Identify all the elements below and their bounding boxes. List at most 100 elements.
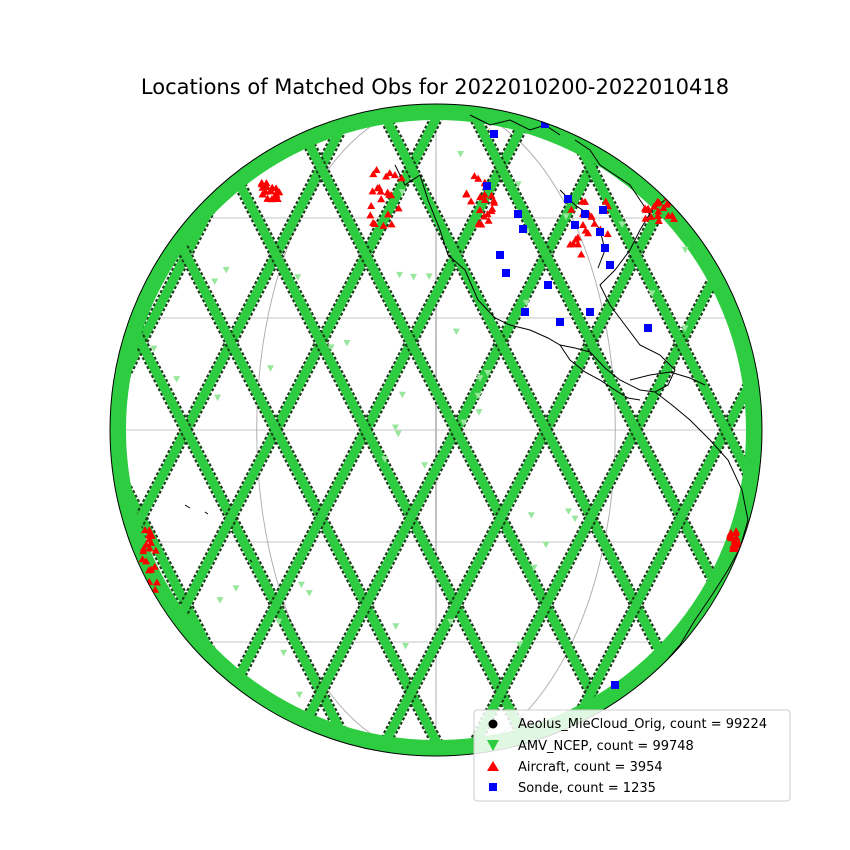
sonde-point <box>644 324 652 332</box>
amv-track <box>0 80 96 780</box>
aircraft-marker-icon <box>487 761 499 771</box>
aircraft-point <box>581 197 590 205</box>
amv-point <box>150 345 158 353</box>
sonde-point <box>581 210 589 218</box>
aircraft-point <box>394 204 403 212</box>
caribbean-coast <box>629 371 706 386</box>
amv-point <box>391 424 399 432</box>
legend: Aeolus_MieCloud_Orig, count = 99224 AMV_… <box>473 709 791 802</box>
amv-point <box>381 456 389 463</box>
globe <box>0 80 763 780</box>
aircraft-point <box>379 221 388 229</box>
amv-point <box>474 392 482 400</box>
aircraft-point <box>397 174 406 182</box>
sonde-point <box>496 251 504 259</box>
legend-item-amv: AMV_NCEP, count = 99748 <box>487 739 694 754</box>
aircraft-point <box>390 171 399 179</box>
aircraft-point <box>372 166 381 174</box>
aircraft-point <box>641 205 650 213</box>
aircraft-point <box>647 212 656 220</box>
aircraft-point <box>462 190 471 198</box>
sonde-point <box>519 225 527 233</box>
sonde-point <box>606 261 614 269</box>
amv-point <box>452 328 460 336</box>
aircraft-point <box>147 531 156 539</box>
aircraft-point <box>480 195 489 203</box>
aircraft-point <box>730 536 739 544</box>
amv-point <box>266 365 274 372</box>
amv-point <box>295 691 303 699</box>
amv-point <box>475 409 483 416</box>
legend-label-amv: AMV_NCEP, count = 99748 <box>518 739 694 754</box>
aircraft-point <box>729 540 738 548</box>
aircraft-point <box>144 566 153 574</box>
aircraft-point <box>653 212 662 220</box>
aircraft-point <box>387 220 396 228</box>
aircraft-point <box>268 183 277 191</box>
aircraft-point <box>370 219 379 227</box>
aircraft-point <box>584 229 593 237</box>
sonde-point <box>544 281 552 289</box>
aircraft-point <box>257 178 266 186</box>
amv-point <box>522 299 530 307</box>
amv-point <box>460 419 468 427</box>
amv-point <box>447 618 455 626</box>
amv-point <box>222 266 230 274</box>
amv-point <box>297 581 305 589</box>
aircraft-point <box>373 184 382 192</box>
chart-title: Locations of Matched Obs for 2022010200-… <box>141 75 729 99</box>
amv-track <box>110 104 371 756</box>
aircraft-point <box>567 205 576 213</box>
amv-rim-track <box>110 104 762 756</box>
amv-point <box>394 430 402 438</box>
aircraft-point <box>475 206 484 214</box>
aircraft-point <box>258 190 267 198</box>
aircraft-point <box>650 202 659 210</box>
amv-point <box>648 290 656 297</box>
sonde-point <box>601 244 609 252</box>
sonde-point <box>586 308 594 316</box>
aircraft-point <box>263 194 272 202</box>
aircraft-point <box>474 174 483 182</box>
aircraft-point <box>662 200 671 208</box>
amv-point <box>327 344 335 351</box>
aircraft-point <box>470 172 479 180</box>
aircraft-point <box>731 528 740 536</box>
amv-point <box>294 274 302 281</box>
aircraft-point <box>151 546 160 554</box>
amv-point <box>410 273 418 281</box>
sonde-point <box>599 206 607 214</box>
legend-box <box>473 709 791 802</box>
amv-point <box>681 325 689 332</box>
aircraft-point <box>578 221 587 229</box>
amv-point <box>527 512 535 519</box>
globe-outline <box>109 103 763 757</box>
aircraft-point <box>590 219 599 227</box>
amv-track <box>271 104 641 756</box>
aircraft-point <box>271 194 280 202</box>
aircraft-point <box>139 544 148 552</box>
aircraft-point <box>489 196 498 204</box>
aircraft-point <box>385 169 394 177</box>
aircraft-point <box>601 197 610 205</box>
aircraft-point <box>138 555 147 563</box>
amv-point <box>457 150 465 158</box>
amv-point <box>211 278 219 286</box>
sonde-point <box>564 195 572 203</box>
aircraft-point <box>151 585 160 593</box>
legend-label-sonde: Sonde, count = 1235 <box>518 781 656 796</box>
sonde-point <box>490 130 498 138</box>
aircraft-point <box>366 211 375 219</box>
hawaii-islands <box>184 504 253 563</box>
amv-point <box>562 213 570 220</box>
aircraft-point <box>577 250 586 258</box>
amv-point <box>476 375 484 382</box>
aircraft-point <box>484 216 493 224</box>
meridian-gridline <box>435 104 437 756</box>
aircraft-point <box>663 193 672 201</box>
aircraft-point <box>152 578 161 586</box>
amv-point <box>514 181 522 188</box>
aircraft-point <box>573 233 582 241</box>
aircraft-point <box>487 191 496 199</box>
aircraft-point <box>387 191 396 199</box>
